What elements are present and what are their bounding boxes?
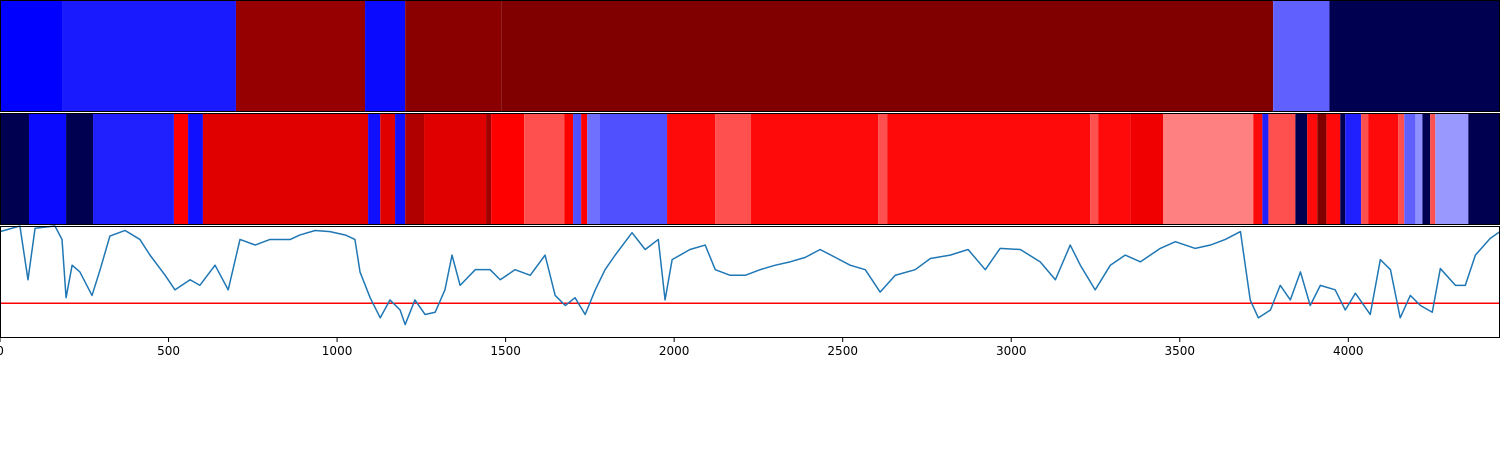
segment	[1430, 113, 1436, 225]
segment	[715, 113, 752, 225]
segment	[202, 113, 369, 225]
segment	[751, 113, 879, 225]
segment	[1307, 113, 1318, 225]
x-tick-label: 1000	[322, 344, 353, 358]
segment	[93, 113, 174, 225]
segment	[1435, 113, 1469, 225]
segment	[581, 113, 588, 225]
segment	[1295, 113, 1308, 225]
segment	[28, 113, 67, 225]
x-tick-label: 2500	[827, 344, 858, 358]
segment	[1253, 113, 1263, 225]
segment	[1163, 113, 1254, 225]
segment	[1262, 113, 1269, 225]
segment	[1329, 0, 1500, 112]
segment	[1468, 113, 1500, 225]
segment	[365, 0, 406, 112]
segment	[405, 113, 425, 225]
segment	[1326, 113, 1341, 225]
segment	[887, 113, 1091, 225]
segment	[395, 113, 406, 225]
x-tick-label: 500	[157, 344, 180, 358]
segment	[1345, 113, 1362, 225]
segment	[1361, 113, 1369, 225]
segment	[1130, 113, 1164, 225]
segment	[380, 113, 396, 225]
x-tick-label: 2000	[659, 344, 690, 358]
segment	[1415, 113, 1423, 225]
x-tick-label: 1500	[490, 344, 521, 358]
plot-area	[0, 226, 1500, 338]
segment	[405, 0, 502, 112]
segment	[524, 113, 565, 225]
segment	[587, 113, 600, 225]
segment	[1268, 113, 1296, 225]
segment	[1398, 113, 1405, 225]
segment	[424, 113, 487, 225]
segment	[564, 113, 574, 225]
segment	[1368, 113, 1399, 225]
segment	[491, 113, 525, 225]
segment	[600, 113, 668, 225]
segment	[0, 0, 63, 112]
segment	[66, 113, 94, 225]
segment	[368, 113, 381, 225]
segment	[573, 113, 582, 225]
segment	[486, 113, 492, 225]
segment	[188, 113, 203, 225]
segment	[1340, 113, 1346, 225]
x-tick-label: 4000	[1333, 344, 1364, 358]
segment	[0, 113, 29, 225]
segment	[1090, 113, 1099, 225]
segment	[1317, 113, 1327, 225]
segment	[173, 113, 189, 225]
segment	[1273, 0, 1330, 112]
segment	[667, 113, 716, 225]
segment	[878, 113, 888, 225]
segment	[1404, 113, 1416, 225]
x-tick-label: 0	[0, 344, 4, 358]
line-series	[0, 225, 1500, 326]
segment	[62, 0, 236, 112]
segment	[501, 0, 1274, 112]
segment	[1098, 113, 1131, 225]
segment	[1422, 113, 1431, 225]
segment	[235, 0, 366, 112]
x-tick-label: 3500	[1165, 344, 1196, 358]
x-tick-label: 3000	[996, 344, 1027, 358]
